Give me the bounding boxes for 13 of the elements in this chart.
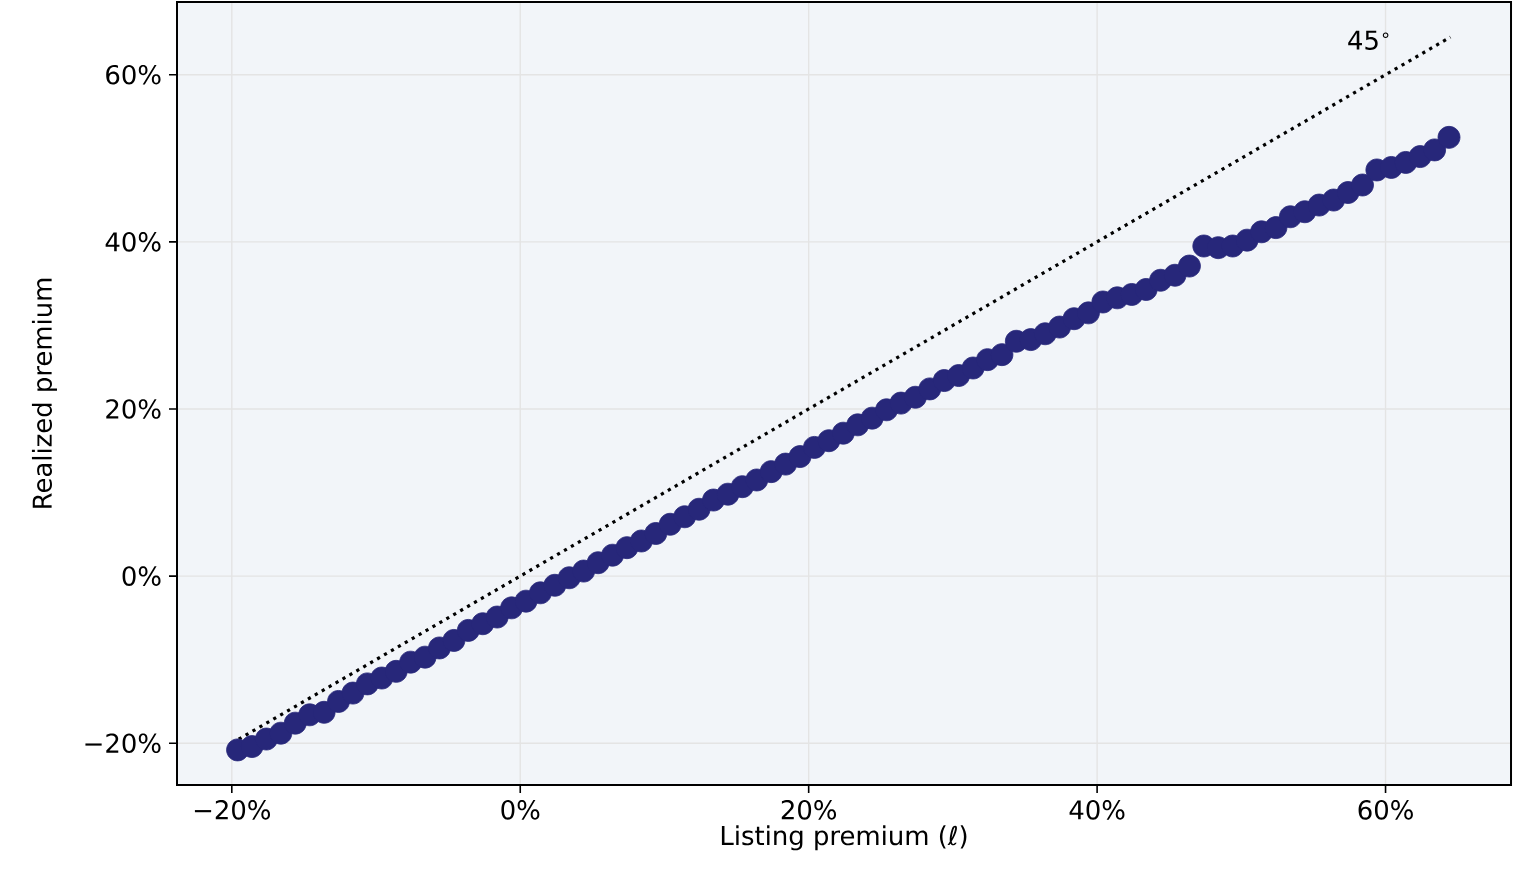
y-tick-label: 60%: [106, 64, 161, 85]
y-tick-label: 40%: [105, 232, 161, 252]
x-tick-label: −20%: [194, 800, 271, 820]
y-tick-label: −20%: [85, 733, 161, 754]
annotation: 45$^{∘}$: [1348, 30, 1389, 50]
x-tick-label: 60%: [1358, 800, 1413, 820]
x-tick-label: 0%: [501, 800, 540, 820]
x-axis-title: Listing premium (ℓ): [721, 825, 967, 851]
y-axis-title: Realized premium: [31, 278, 57, 508]
y-tick-label: 20%: [106, 399, 161, 419]
x-tick-label: 40%: [1069, 800, 1125, 820]
y-tick-label: 0%: [122, 566, 161, 586]
x-tick-label: 20%: [781, 800, 837, 820]
